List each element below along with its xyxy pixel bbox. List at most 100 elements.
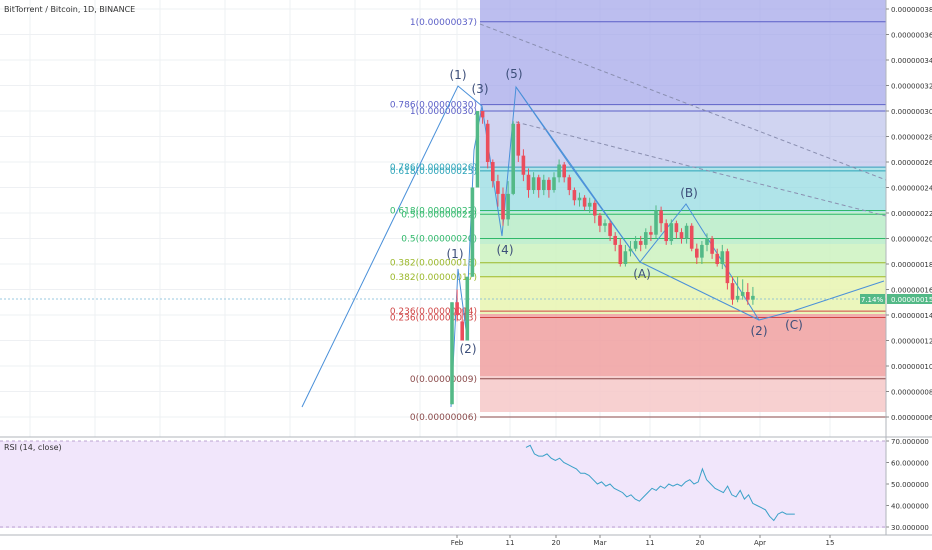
candle: [536, 177, 541, 191]
price-tick-label: 0.00000030: [891, 108, 932, 116]
zone-green: [480, 212, 886, 244]
candle: [491, 162, 495, 182]
price-tick-label: 0.00000010: [891, 363, 932, 371]
candle: [684, 225, 689, 239]
candle: [654, 210, 658, 235]
rsi-tick-label: 50.000000: [891, 481, 929, 489]
candle: [613, 235, 617, 245]
price-tick-label: 0.00000028: [891, 134, 932, 142]
price-tick-label: 0.00000020: [891, 236, 932, 244]
candle: [628, 248, 633, 252]
price-tick-label: 0.00000006: [891, 414, 932, 422]
candle: [751, 295, 755, 300]
fib-label: 0.5(0.00000020): [401, 235, 477, 245]
candles: [450, 111, 755, 405]
wave-label: (3): [472, 82, 489, 96]
zone-lightred: [480, 376, 886, 412]
wave-label: (2): [460, 342, 477, 356]
zone-yellow: [480, 276, 886, 314]
wave-label: (A): [633, 267, 651, 281]
price-tick-label: 0.00000018: [891, 261, 932, 269]
price-tick-label: 0.00000008: [891, 389, 932, 397]
fib-levels: 1(0.00000037) 0.786(0.00000030)1(0.000000…: [390, 18, 886, 423]
time-tick-label: 11: [506, 539, 515, 547]
candle: [485, 123, 490, 162]
wave-label: (B): [680, 186, 698, 200]
wave-line-4: [639, 261, 760, 321]
rsi-tick-label: 70.000000: [891, 438, 929, 446]
price-tick-label: 0.00000014: [891, 312, 932, 320]
price-tick-label: 0.00000036: [891, 32, 932, 40]
candle: [506, 193, 510, 220]
price-tick-label: 0.00000034: [891, 57, 932, 65]
wave-label: (5): [506, 67, 523, 81]
candle: [746, 292, 750, 300]
zone-blue-light: [480, 104, 886, 168]
candle: [623, 251, 628, 264]
candle: [679, 232, 684, 239]
wave-line-1: [301, 85, 885, 408]
rsi-line: [525, 444, 795, 522]
rsi-label: RSI (14, close): [4, 443, 62, 452]
price-tick-label: 0.00000026: [891, 159, 932, 167]
candle: [633, 241, 638, 249]
candle: [531, 177, 536, 191]
price-tick-label: 0.00000032: [891, 83, 932, 91]
candle: [587, 202, 592, 207]
wave-line-3: [515, 86, 641, 263]
candle: [715, 253, 719, 264]
candle: [700, 244, 704, 258]
candle: [603, 223, 607, 226]
candle: [644, 232, 648, 245]
fib-label: 0.618(0.00000025): [390, 167, 477, 177]
fib-zones: [480, 0, 886, 412]
candle: [511, 123, 515, 194]
time-tick-label: Apr: [754, 539, 766, 547]
candle: [450, 302, 454, 405]
candle: [547, 179, 551, 191]
rsi-tick-label: 60.000000: [891, 460, 929, 468]
candle: [705, 238, 709, 245]
time-tick-label: 20: [552, 539, 561, 547]
candle: [470, 187, 475, 277]
candle: [501, 193, 505, 220]
candle: [516, 123, 521, 156]
candle: [455, 302, 459, 315]
wave-label: (C): [785, 318, 803, 332]
change-badge: 7.14%: [861, 296, 884, 304]
fib-label: 1(0.00000037): [410, 18, 477, 28]
candle: [740, 292, 745, 296]
fib-label: 0.382(0.00000017): [390, 273, 477, 283]
price-tick-label: 0.00000038: [891, 6, 932, 14]
wave-label: (4): [497, 243, 514, 257]
price-tick-label: 0.00000024: [891, 185, 932, 193]
time-tick-label: 20: [696, 539, 705, 547]
rsi-tick-label: 40.000000: [891, 503, 929, 511]
candle: [480, 111, 485, 118]
candle: [496, 181, 500, 194]
time-tick-label: 11: [646, 539, 655, 547]
candle: [552, 177, 556, 191]
price-tick-label: 0.00000012: [891, 338, 932, 346]
candle: [638, 241, 643, 245]
chart-title: BitTorrent / Bitcoin, 1D, BINANCE: [4, 5, 135, 14]
fib-label: 0(0.00000009): [410, 375, 477, 385]
candle: [577, 197, 582, 201]
candle: [669, 223, 674, 242]
time-tick-label: Mar: [593, 539, 606, 547]
rsi-tick-label: 30.000000: [891, 524, 929, 532]
fib-label: 0.5(0.00000022): [401, 210, 477, 220]
trend-dashed-2: [515, 121, 887, 217]
candle: [460, 321, 464, 341]
candle: [689, 225, 694, 249]
fib-label: 0.618(0.00000022): [390, 206, 477, 216]
price-tick-label: 0.00000022: [891, 210, 932, 218]
current-price-badge-bg: [887, 294, 932, 304]
candle: [710, 238, 714, 254]
fib-label: 0.786(0.00000030): [390, 101, 477, 111]
wave-label: (1): [447, 247, 464, 261]
wave-label: (2): [751, 324, 768, 338]
candle: [562, 164, 566, 178]
candle: [664, 223, 668, 242]
